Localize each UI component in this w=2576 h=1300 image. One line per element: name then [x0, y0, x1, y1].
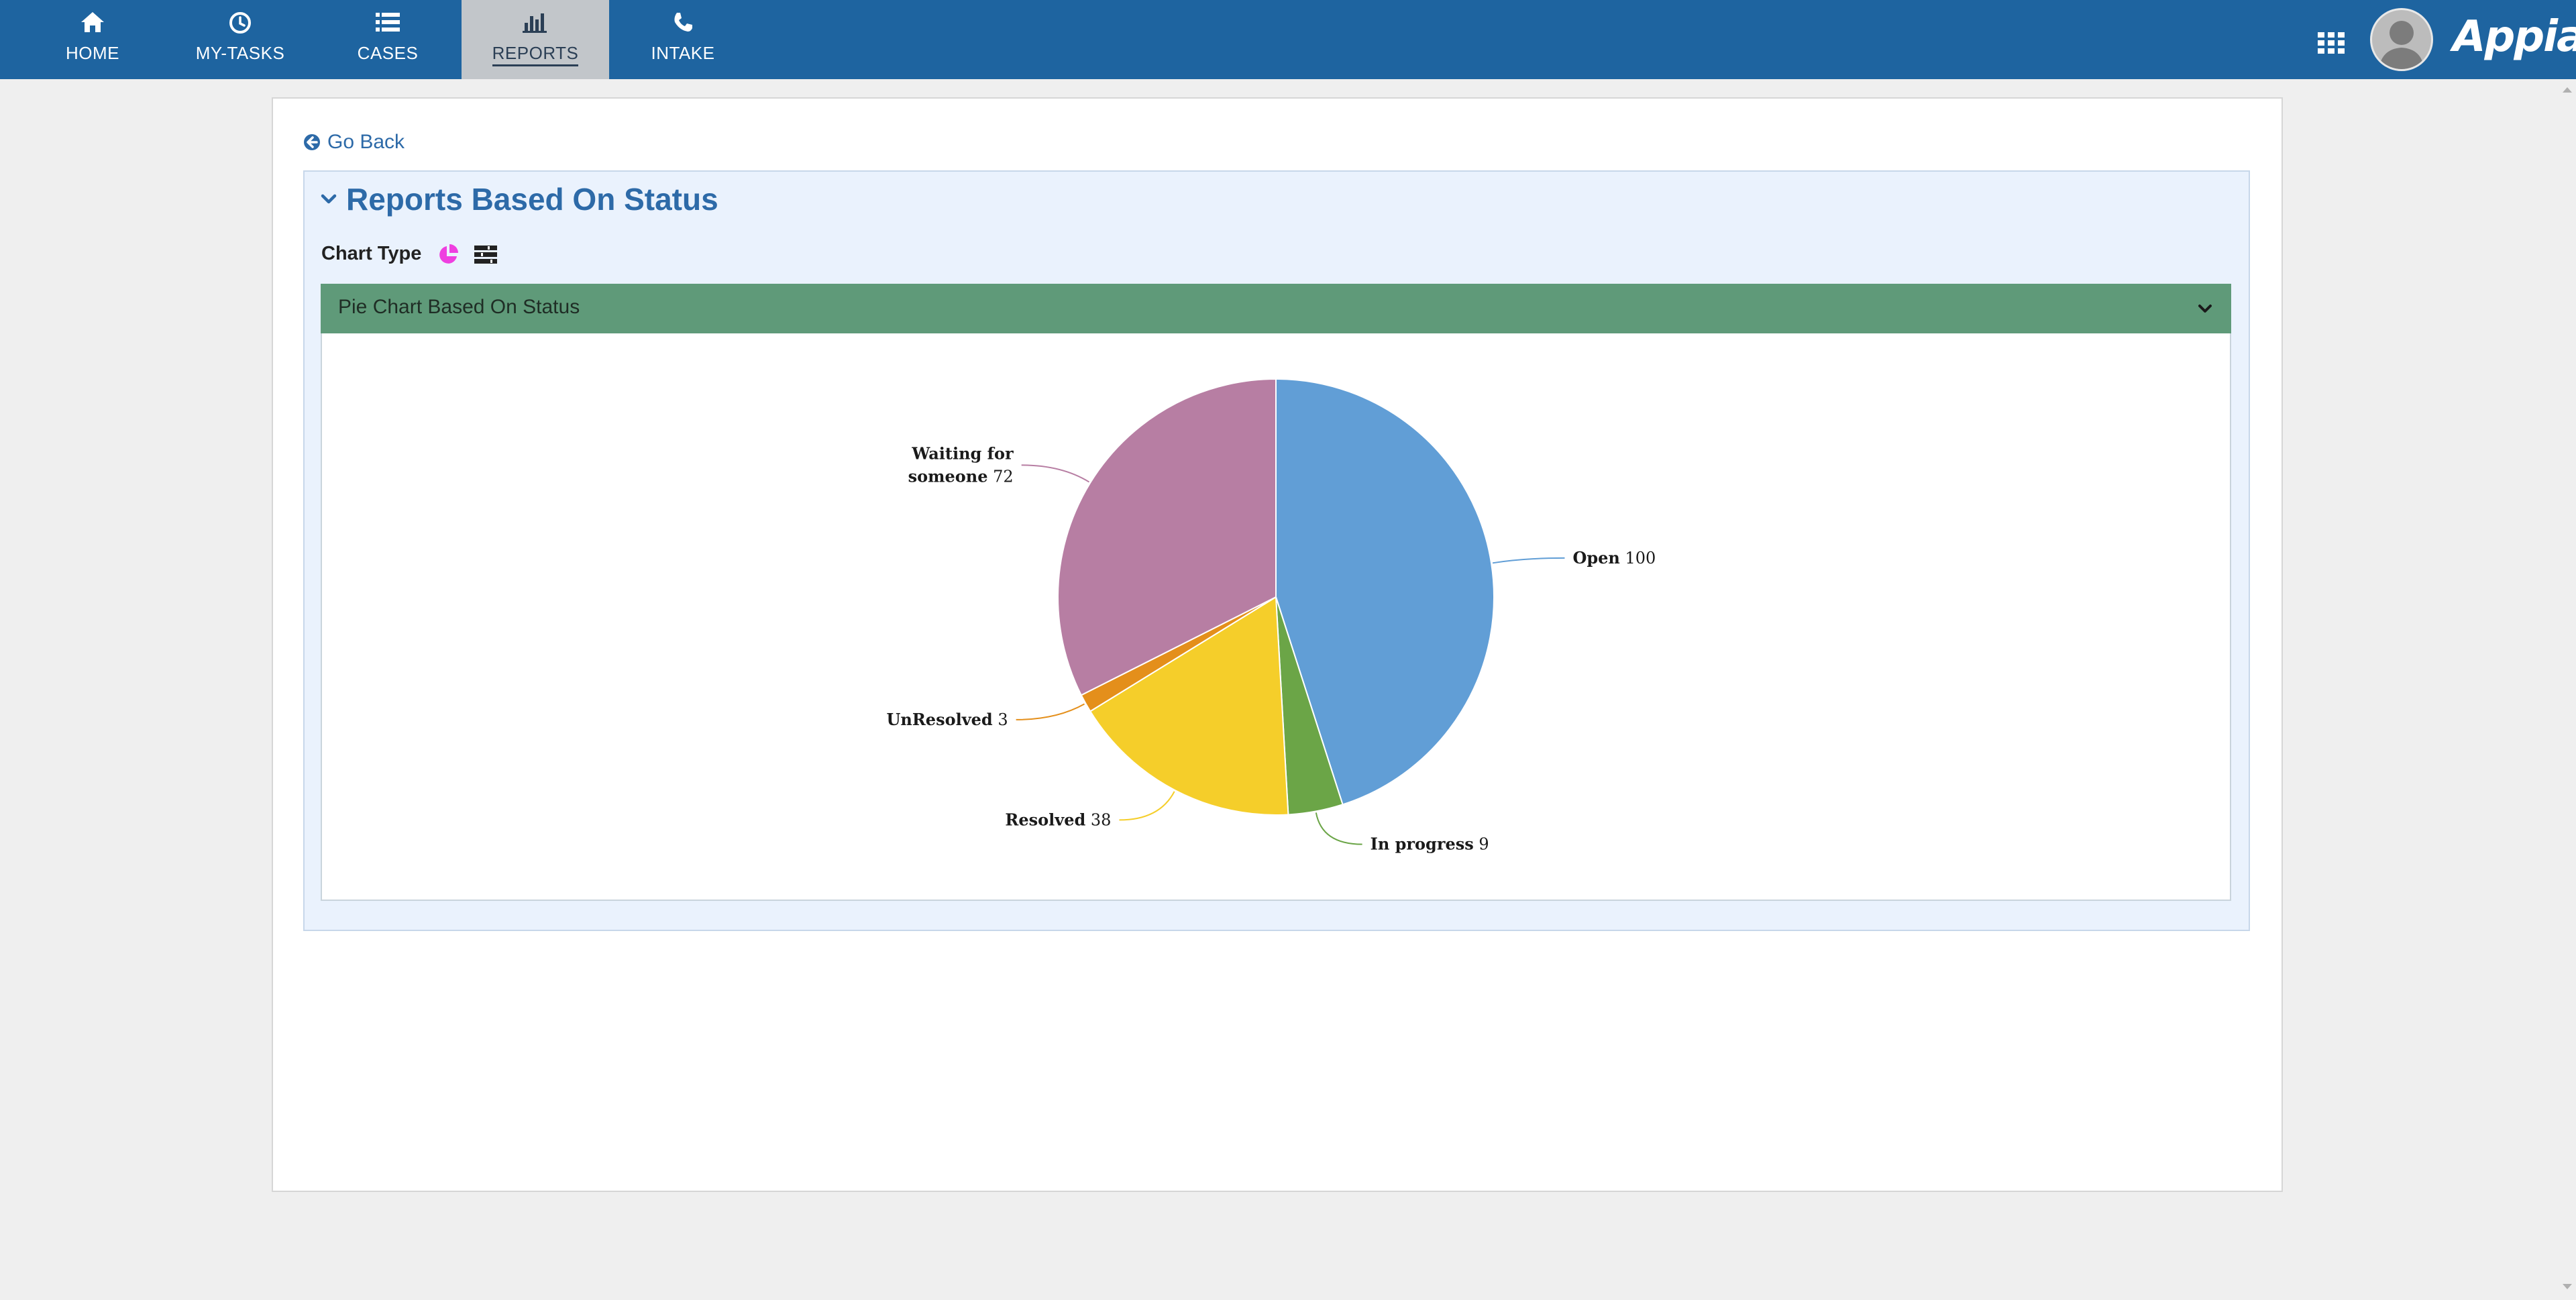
go-back-label: Go Back — [327, 131, 405, 153]
appian-logo: Appian — [2453, 12, 2576, 62]
nav-cases[interactable]: CASES — [314, 0, 462, 79]
pie-slice-waiting-for-someone[interactable] — [1057, 378, 1277, 696]
nav-my-tasks[interactable]: MY-TASKS — [166, 0, 314, 79]
go-back-link[interactable]: Go Back — [303, 131, 405, 154]
chevron-down-icon — [321, 194, 337, 204]
pie-slice-open[interactable] — [1275, 378, 1495, 806]
arrow-circle-left-icon — [304, 134, 320, 150]
pie-chart-type-icon[interactable] — [436, 243, 460, 267]
section-title: Reports Based On Status — [346, 182, 718, 217]
pie-data-label: Resolved 38 — [1005, 810, 1111, 829]
user-avatar[interactable] — [2370, 8, 2433, 71]
nav-cases-label: CASES — [357, 43, 419, 63]
nav-home-label: HOME — [66, 43, 119, 63]
scroll-up-arrow-icon[interactable] — [2563, 87, 2572, 93]
chart-type-label: Chart Type — [321, 243, 422, 264]
section-header-toggle[interactable]: Reports Based On Status — [321, 181, 718, 217]
pie-label-connector — [1119, 791, 1175, 821]
nav-home[interactable]: HOME — [19, 0, 166, 79]
nav-intake-label: INTAKE — [651, 43, 715, 63]
apps-grid-icon[interactable] — [2316, 27, 2348, 59]
nav-reports[interactable]: REPORTS — [462, 0, 609, 79]
top-navigation-bar: HOME MY-TASKS CASES REPORTS — [0, 0, 2576, 79]
pie-data-label: Waiting for someone 72 — [908, 443, 1014, 486]
pie-label-connector — [1016, 703, 1085, 720]
pie-data-label: In progress 9 — [1371, 834, 1489, 854]
pie-data-label: Open 100 — [1572, 548, 1656, 567]
home-icon — [19, 11, 166, 38]
pie-chart: Open 100 In progress 9 Resolved 38 UnResolv… — [886, 378, 1656, 854]
clock-icon — [166, 11, 314, 38]
nav-reports-label: REPORTS — [462, 43, 609, 66]
chevron-down-icon — [2198, 305, 2212, 313]
stacked-bar-chart-type-icon[interactable] — [473, 243, 498, 267]
pie-label-connector — [1021, 464, 1090, 483]
pie-data-label: UnResolved 3 — [886, 710, 1008, 729]
pie-label-connector — [1315, 812, 1362, 845]
list-icon — [314, 11, 462, 38]
chart-panel-header[interactable]: Pie Chart Based On Status — [321, 284, 2231, 333]
nav-my-tasks-label: MY-TASKS — [195, 43, 285, 63]
nav-intake[interactable]: INTAKE — [609, 0, 757, 79]
bar-chart-icon — [462, 11, 609, 38]
chart-panel-title: Pie Chart Based On Status — [338, 296, 580, 318]
pie-label-connector — [1492, 557, 1565, 564]
pie-slice-resolved[interactable] — [1089, 596, 1289, 816]
page-scrollbar[interactable] — [2557, 79, 2576, 1300]
scroll-down-arrow-icon[interactable] — [2563, 1284, 2572, 1289]
phone-icon — [609, 11, 757, 38]
